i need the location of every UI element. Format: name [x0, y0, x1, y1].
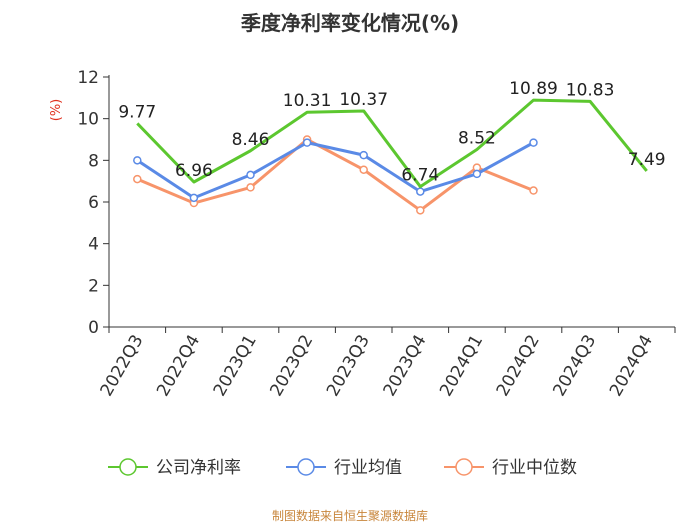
y-tick-label: 2: [88, 276, 99, 296]
legend: 公司净利率 行业均值 行业中位数: [108, 458, 577, 478]
legend-marker: [455, 458, 473, 476]
source-note: 制图数据来自恒生聚源数据库: [272, 508, 428, 523]
data-point: [302, 138, 312, 147]
data-point: [529, 138, 538, 147]
y-tick-label: 6: [88, 193, 99, 213]
y-tick-label: 8: [88, 151, 99, 171]
data-label: 8.46: [232, 130, 270, 150]
x-tick-label: 2023Q3: [323, 332, 374, 400]
data-label: 6.96: [175, 161, 213, 181]
y-tick-label: 10: [77, 110, 99, 130]
legend-marker: [297, 458, 315, 476]
x-tick-label: 2024Q3: [549, 332, 600, 400]
x-tick-label: 2022Q4: [153, 332, 204, 400]
y-axis-label: (%): [49, 99, 64, 122]
data-label: 8.52: [458, 129, 496, 149]
data-point: [189, 193, 199, 203]
legend-label: 行业中位数: [492, 458, 577, 478]
series-line: [136, 98, 648, 189]
data-point: [133, 156, 142, 165]
data-label: 10.37: [339, 90, 388, 110]
legend-marker: [119, 458, 137, 476]
data-label: 6.74: [401, 166, 439, 186]
y-tick-label: 12: [77, 68, 99, 88]
data-label: 9.77: [118, 102, 156, 122]
y-tick-label: 0: [88, 318, 99, 338]
data-point: [359, 165, 368, 174]
data-point: [359, 150, 368, 160]
series-layer: [133, 98, 648, 215]
data-point: [529, 186, 538, 195]
data-label: 10.89: [509, 79, 558, 99]
data-point: [246, 183, 255, 192]
data-label: 7.49: [628, 150, 666, 170]
data-label: 10.31: [283, 91, 332, 111]
data-point: [416, 206, 425, 215]
x-tick-label: 2024Q1: [436, 332, 487, 400]
data-point: [246, 170, 255, 180]
x-tick-label: 2023Q1: [210, 332, 261, 400]
chart-title: 季度净利率变化情况(%): [240, 11, 459, 35]
data-point: [133, 174, 142, 184]
data-point: [472, 169, 482, 179]
legend-label: 行业均值: [334, 458, 402, 478]
x-tick-label: 2022Q3: [97, 332, 148, 400]
legend-label: 公司净利率: [156, 458, 241, 478]
x-tick-label: 2024Q2: [493, 332, 544, 400]
series-line: [136, 141, 535, 200]
x-tick-label: 2024Q4: [606, 332, 657, 400]
x-tick-label: 2023Q4: [380, 332, 431, 400]
series-line: [136, 138, 535, 212]
x-tick-label: 2023Q2: [266, 332, 317, 400]
data-label: 10.83: [566, 80, 615, 100]
data-point: [416, 187, 425, 196]
data-labels: 9.77 6.96 8.46 10.31 10.37 6.74 8.52 10.89 10.83…: [118, 79, 665, 185]
y-tick-label: 4: [88, 235, 99, 255]
